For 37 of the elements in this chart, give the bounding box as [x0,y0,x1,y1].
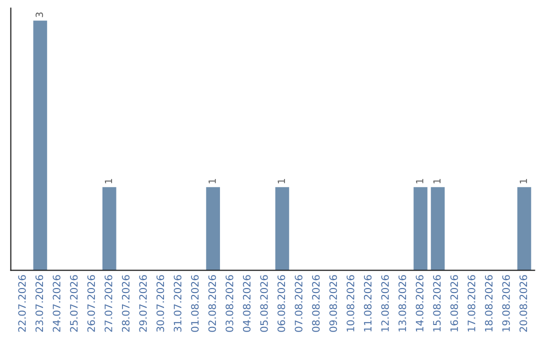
x-tick-label: 11.08.2026 [364,275,372,332]
x-tick-label: 23.07.2026 [35,275,44,332]
x-tick-label: 29.07.2026 [139,275,147,332]
x-tick-label: 02.08.2026 [208,275,216,332]
data-label: 1 [520,179,527,184]
x-tick-label: 24.07.2026 [52,275,60,332]
x-tick-label: 18.08.2026 [484,275,493,332]
x-tick-label: 31.07.2026 [174,275,182,332]
x-tick-label: 05.08.2026 [260,275,268,332]
x-tick-label: 17.08.2026 [468,275,476,332]
x-tick-label: 22.07.2026 [18,275,26,332]
x-tick-label: 12.08.2026 [381,275,389,332]
x-tick-label: 03.08.2026 [226,275,234,332]
x-tick-label: 27.07.2026 [104,275,112,332]
x-tick-label: 25.07.2026 [70,275,78,332]
x-tick-label: 19.08.2026 [502,275,510,332]
x-tick-label: 01.08.2026 [191,275,199,332]
x-tick-label: 20.08.2026 [520,275,528,332]
data-label: 1 [433,179,440,184]
x-tick-label: 30.07.2026 [156,275,164,332]
data-label: 1 [104,179,112,184]
x-tick-label: 10.08.2026 [346,275,354,332]
data-label: 1 [278,179,285,184]
x-tick-label: 04.08.2026 [242,275,251,332]
x-tick-label: 06.08.2026 [277,275,286,332]
x-tick-label: 09.08.2026 [329,275,338,332]
x-tick-label: 26.07.2026 [87,275,95,332]
x-tick-label: 08.08.2026 [312,275,320,332]
x-tick-label: 15.08.2026 [433,275,441,332]
x-tick-label: 07.08.2026 [294,275,302,332]
data-label: 1 [416,179,424,184]
x-tick-label: 13.08.2026 [398,275,406,332]
data-label: 1 [208,179,216,184]
x-tick-label: 16.08.2026 [450,275,458,332]
x-tick-label: 14.08.2026 [416,275,424,332]
data-label: 3 [36,12,44,18]
x-tick-label: 28.07.2026 [122,275,130,332]
